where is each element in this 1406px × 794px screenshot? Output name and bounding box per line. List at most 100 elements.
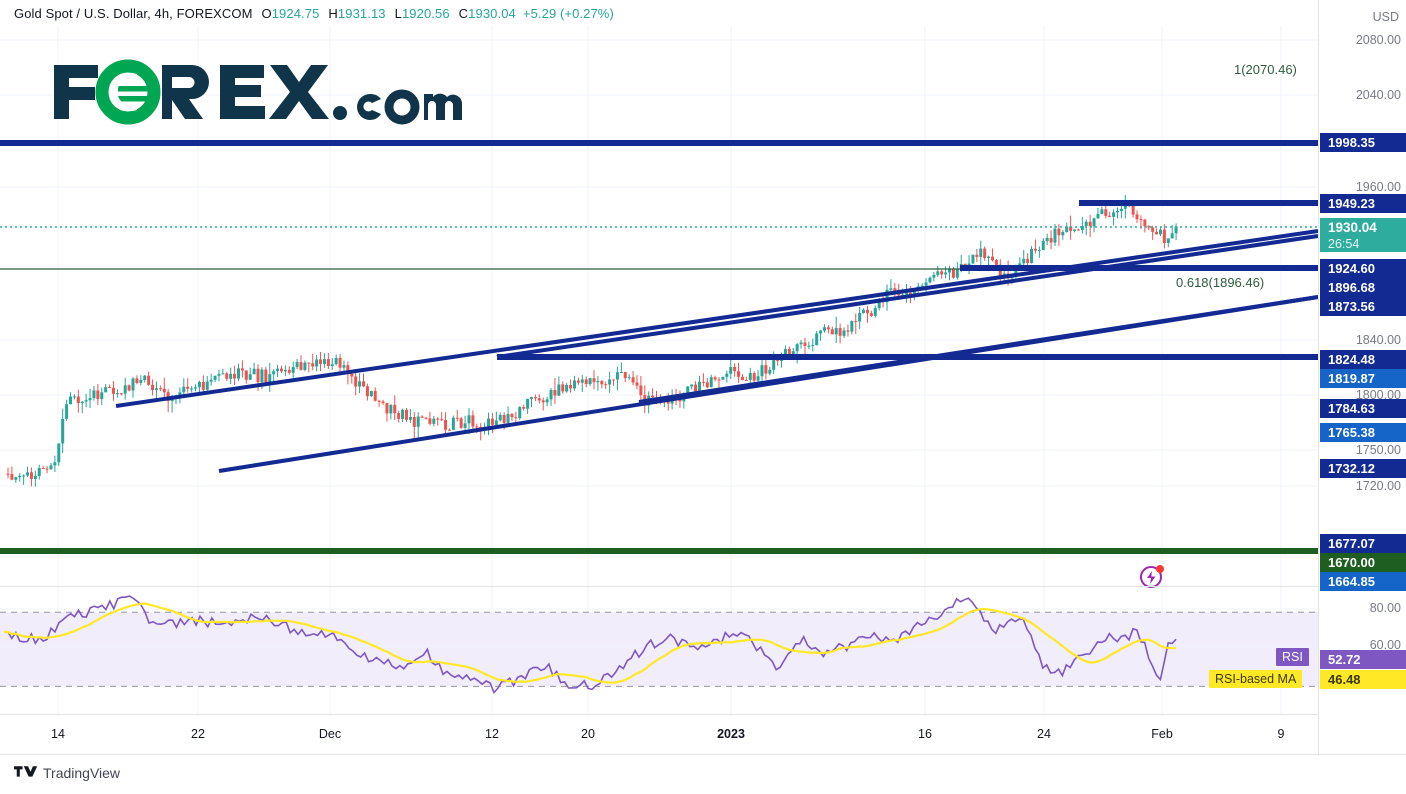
candle-body: [201, 381, 205, 390]
candle-body: [22, 475, 26, 477]
rsi-legend-name[interactable]: RSI: [1276, 648, 1309, 666]
candle-body: [1022, 258, 1026, 264]
candle-body: [901, 294, 905, 296]
time-axis-label-12: 12: [485, 727, 499, 741]
candle-body: [115, 393, 119, 395]
candle-body: [623, 372, 627, 379]
candle-body: [729, 366, 733, 374]
candle-body: [983, 248, 987, 259]
candle-body: [1104, 209, 1108, 216]
trendline-upper-channel-2: [496, 234, 1319, 359]
lightning-alert-icon[interactable]: [1138, 562, 1166, 590]
candlestick-series: [6, 194, 1178, 487]
price-level-tag-1732.12[interactable]: 1732.12: [1320, 459, 1406, 478]
candle-body: [744, 379, 748, 381]
rsi-ma-legend-name[interactable]: RSI-based MA: [1209, 670, 1303, 688]
candle-body: [487, 418, 491, 429]
price-level-tag-1824.48[interactable]: 1824.48: [1320, 350, 1406, 369]
candle-body: [615, 372, 619, 380]
candle-body: [311, 363, 315, 367]
candle-body: [955, 269, 959, 278]
candle-body: [940, 271, 944, 275]
currency-label: USD: [1372, 10, 1399, 24]
candle-body: [1119, 208, 1123, 212]
candle-body: [979, 248, 983, 257]
candle-body: [385, 403, 389, 414]
price-change: +5.29 (+0.27%): [522, 5, 614, 21]
candle-body: [834, 328, 838, 335]
candle-body: [26, 472, 30, 476]
candle-body: [57, 443, 61, 463]
candle-body: [1092, 218, 1096, 227]
price-level-tag-1677.07[interactable]: 1677.07: [1320, 534, 1406, 553]
forex-com-logo-mark: [54, 59, 462, 125]
price-tick-1840.00: 1840.00: [1355, 333, 1401, 347]
candle-body: [389, 404, 393, 414]
candle-body: [588, 378, 592, 385]
candle-body: [924, 282, 928, 286]
price-pane[interactable]: [0, 26, 1319, 586]
time-axis[interactable]: 14 22 Dec 12 20 2023 16 24 Feb 9: [0, 714, 1318, 755]
candle-body: [705, 382, 709, 388]
rsi-value-tag-52.72[interactable]: 52.72: [1320, 650, 1406, 669]
bar-countdown: 26:54: [1328, 237, 1360, 251]
candle-body: [600, 381, 604, 385]
price-level-tag-1896.68[interactable]: 1896.68: [1320, 278, 1406, 297]
candle-body: [229, 373, 233, 379]
candle-body: [740, 376, 744, 380]
candle-body: [889, 288, 893, 290]
price-level-tag-1819.87[interactable]: 1819.87: [1320, 369, 1406, 388]
candle-body: [799, 342, 803, 345]
candle-body: [209, 379, 213, 382]
candle-body: [1135, 214, 1139, 220]
price-level-tag-1664.85[interactable]: 1664.85: [1320, 572, 1406, 591]
candle-body: [526, 398, 530, 409]
candle-body: [690, 384, 694, 387]
candle-body: [557, 384, 561, 396]
candle-body: [260, 369, 264, 383]
candle-body: [1139, 219, 1143, 221]
current-price-tag[interactable]: 1930.04 26:54: [1320, 218, 1406, 252]
candle-body: [932, 274, 936, 278]
candle-body: [885, 289, 889, 303]
candle-body: [529, 397, 533, 399]
candle-body: [787, 348, 791, 356]
candle-body: [592, 378, 596, 383]
candle-body: [990, 256, 994, 261]
candle-body: [412, 416, 416, 427]
candle-body: [1143, 219, 1147, 227]
candle-body: [264, 369, 268, 383]
symbol-label[interactable]: Gold Spot / U.S. Dollar, 4h, FOREXCOM: [14, 5, 253, 21]
candle-body: [1162, 229, 1166, 244]
price-level-tag-1784.63[interactable]: 1784.63: [1320, 399, 1406, 418]
rsi-value-tag-46.48[interactable]: 46.48: [1320, 670, 1406, 689]
price-level-tag-1873.56[interactable]: 1873.56: [1320, 297, 1406, 316]
candle-body: [1100, 209, 1104, 215]
bottom-bar: TradingView: [0, 754, 1406, 794]
price-level-tag-1765.38[interactable]: 1765.38: [1320, 423, 1406, 442]
candle-body: [561, 384, 565, 392]
candle-body: [920, 285, 924, 287]
candle-body: [322, 359, 326, 365]
candle-body: [569, 384, 573, 389]
time-axis-label-9: 9: [1277, 727, 1285, 741]
candle-body: [737, 371, 741, 377]
candle-body: [354, 376, 358, 387]
price-chart-canvas[interactable]: [0, 26, 1319, 586]
candle-body: [416, 416, 420, 427]
candle-body: [580, 379, 584, 383]
price-level-tag-1949.23[interactable]: 1949.23: [1320, 194, 1406, 213]
price-level-tag-1670.00[interactable]: 1670.00: [1320, 553, 1406, 572]
chart-legend[interactable]: Gold Spot / U.S. Dollar, 4h, FOREXCOM O1…: [0, 0, 1406, 26]
rsi-pane[interactable]: [0, 586, 1318, 715]
candle-body: [350, 373, 354, 377]
price-level-tag-1998.35[interactable]: 1998.35: [1320, 133, 1406, 152]
candle-body: [783, 348, 787, 355]
candle-body: [119, 393, 123, 395]
candle-body: [287, 369, 291, 373]
price-level-tag-1924.60[interactable]: 1924.60: [1320, 259, 1406, 278]
ohlc-close: C1930.04: [458, 5, 516, 21]
rsi-chart-canvas[interactable]: [0, 587, 1318, 714]
price-scale[interactable]: USD 2080.00 2040.00 1960.00 1840.00 1800.00 1…: [1318, 0, 1406, 754]
